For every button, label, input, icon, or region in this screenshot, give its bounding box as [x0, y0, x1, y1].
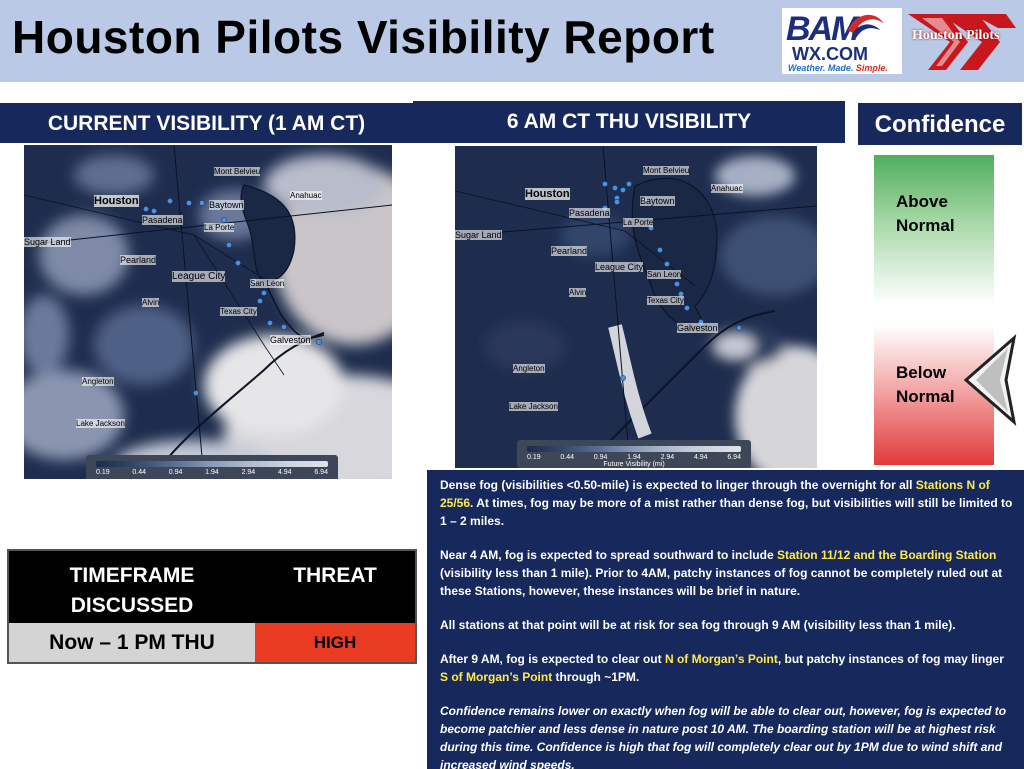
place-label: Sugar Land: [24, 237, 71, 247]
place-label: Sugar Land: [455, 230, 502, 240]
page-title: Houston Pilots Visibility Report: [12, 11, 715, 63]
bamwx-swirl-icon: [848, 14, 884, 38]
place-label: League City: [595, 262, 644, 272]
place-label: Pearland: [551, 246, 588, 256]
bamwx-logo: BAM WX.COM Weather. Made. Simple.: [782, 8, 902, 74]
future-map-legend: 0.19 0.44 0.94 1.94 2.94 4.94 6.94 Future V…: [517, 440, 751, 468]
place-label: La Porte: [623, 218, 654, 227]
header-bar: Houston Pilots Visibility Report BAM WX.…: [0, 0, 1024, 82]
place-label: Galveston: [270, 335, 311, 345]
discussion-paragraph: After 9 AM, fog is expected to clear out…: [440, 652, 1004, 684]
place-label: Texas City: [220, 307, 257, 316]
place-label: Houston: [94, 195, 139, 207]
current-visibility-heading: CURRENT VISIBILITY (1 AM CT): [0, 103, 413, 143]
place-label: Lake Jackson: [509, 402, 558, 411]
place-label: Baytown: [640, 196, 675, 206]
threat-table-header: TIMEFRAME DISCUSSED THREAT: [9, 551, 415, 623]
place-label: Anahuac: [711, 184, 743, 193]
houston-pilots-logo-text: Houston Pilots: [912, 28, 1000, 43]
threat-table: TIMEFRAME DISCUSSED THREAT Now – 1 PM TH…: [7, 549, 417, 664]
discussion-paragraph: All stations at that point will be at ri…: [440, 618, 956, 632]
place-label: San Leon: [250, 279, 285, 288]
bamwx-tagline: Weather. Made. Simple.: [788, 63, 888, 73]
place-label: League City: [172, 271, 226, 282]
place-label: Angleton: [82, 377, 114, 386]
current-visibility-map: Mont Belvieu Houston Pasadena Baytown La…: [24, 145, 392, 479]
place-label: San Leon: [647, 270, 682, 279]
bamwx-logo-site: WX.COM: [792, 44, 868, 64]
legend-ticks: 0.19 0.44 0.94 1.94 2.94 4.94 6.94: [96, 469, 328, 476]
place-label: Houston: [525, 188, 570, 200]
place-label: Galveston: [677, 323, 718, 333]
threat-level-cell: HIGH: [255, 623, 415, 662]
discussion-confidence-note: Confidence remains lower on exactly when…: [440, 704, 1007, 769]
discussion-paragraph: Dense fog (visibilities <0.50-mile) is e…: [440, 478, 1013, 528]
current-map-graphic: [24, 145, 392, 479]
place-label: La Porte: [204, 223, 235, 232]
timeframe-header: TIMEFRAME DISCUSSED: [69, 564, 195, 617]
future-map-graphic: [455, 146, 817, 468]
place-label: Pearland: [120, 255, 157, 265]
confidence-below-label: Below Normal: [896, 363, 955, 406]
current-map-legend: 0.19 0.44 0.94 1.94 2.94 4.94 6.94: [86, 455, 338, 479]
place-label: Pasadena: [569, 208, 610, 218]
legend-color-scale: [96, 461, 328, 467]
place-label: Lake Jackson: [76, 419, 125, 428]
place-label: Mont Belvieu: [643, 166, 690, 175]
place-label: Alvin: [569, 288, 587, 297]
threat-header: THREAT: [293, 564, 377, 587]
place-label: Anahuac: [290, 191, 322, 200]
place-label: Texas City: [647, 296, 684, 305]
timeframe-cell: Now – 1 PM THU: [9, 623, 255, 662]
place-label: Mont Belvieu: [214, 167, 261, 176]
place-label: Alvin: [142, 298, 160, 307]
legend-color-scale: [527, 446, 741, 452]
confidence-heading: Confidence: [858, 103, 1022, 145]
future-visibility-heading: 6 AM CT THU VISIBILITY: [413, 101, 845, 143]
place-label: Pasadena: [142, 215, 183, 225]
pilots-wing-icon: [908, 14, 1016, 70]
place-label: Baytown: [209, 200, 244, 210]
bamwx-logo-letters: BAM: [786, 10, 859, 48]
future-visibility-map: Mont Belvieu Houston Pasadena Baytown La…: [455, 146, 817, 468]
houston-pilots-logo: Houston Pilots: [906, 8, 1018, 74]
forecast-discussion: Dense fog (visibilities <0.50-mile) is e…: [427, 470, 1024, 769]
legend-ticks: 0.19 0.44 0.94 1.94 2.94 4.94 6.94: [527, 454, 741, 461]
confidence-gradient-bar: [874, 155, 994, 465]
discussion-paragraph: Near 4 AM, fog is expected to spread sou…: [440, 548, 1003, 598]
confidence-above-label: Above Normal: [896, 192, 955, 235]
legend-title: Future Visibility (mi): [603, 461, 665, 468]
place-label: Angleton: [513, 364, 545, 373]
confidence-pointer-arrow-icon: [963, 334, 1017, 426]
